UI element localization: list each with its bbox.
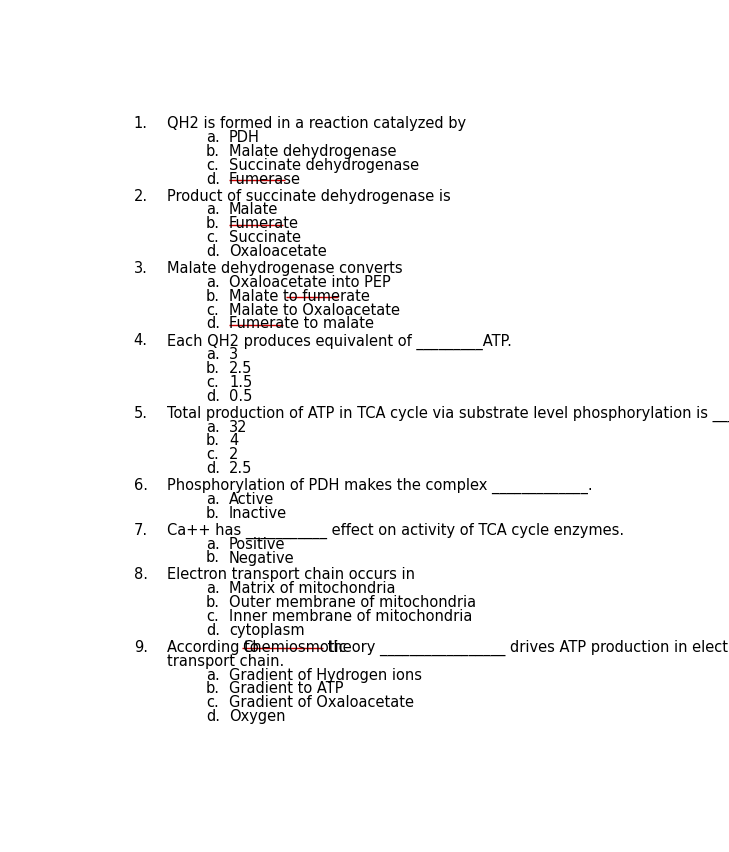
Text: transport chain.: transport chain. xyxy=(167,653,284,668)
Text: Fumerate: Fumerate xyxy=(229,216,299,231)
Text: Succinate dehydrogenase: Succinate dehydrogenase xyxy=(229,158,419,173)
Text: b.: b. xyxy=(206,288,220,303)
Text: Gradient to ATP: Gradient to ATP xyxy=(229,681,343,695)
Text: 2.: 2. xyxy=(133,188,148,204)
Text: Malate dehydrogenase: Malate dehydrogenase xyxy=(229,144,397,158)
Text: Malate: Malate xyxy=(229,202,278,217)
Text: d.: d. xyxy=(206,708,220,723)
Text: 3: 3 xyxy=(229,347,238,362)
Text: 6.: 6. xyxy=(133,478,148,492)
Text: Product of succinate dehydrogenase is: Product of succinate dehydrogenase is xyxy=(167,188,451,204)
Text: Fumerase: Fumerase xyxy=(229,171,301,187)
Text: a.: a. xyxy=(206,347,219,362)
Text: b.: b. xyxy=(206,433,220,448)
Text: d.: d. xyxy=(206,622,220,637)
Text: 9.: 9. xyxy=(133,639,148,654)
Text: Negative: Negative xyxy=(229,550,295,565)
Text: c.: c. xyxy=(206,694,219,710)
Text: a.: a. xyxy=(206,667,219,682)
Text: c.: c. xyxy=(206,230,219,245)
Text: 0.5: 0.5 xyxy=(229,389,252,403)
Text: c.: c. xyxy=(206,608,219,624)
Text: PDH: PDH xyxy=(229,130,260,145)
Text: 4.: 4. xyxy=(133,333,148,348)
Text: Malate dehydrogenase converts: Malate dehydrogenase converts xyxy=(167,261,402,276)
Text: Gradient of Oxaloacetate: Gradient of Oxaloacetate xyxy=(229,694,414,710)
Text: a.: a. xyxy=(206,580,219,596)
Text: Matrix of mitochondria: Matrix of mitochondria xyxy=(229,580,396,596)
Text: Positive: Positive xyxy=(229,536,286,551)
Text: Active: Active xyxy=(229,492,274,506)
Text: b.: b. xyxy=(206,360,220,376)
Text: Chemiosmotic: Chemiosmotic xyxy=(242,639,346,654)
Text: Malate to fumerate: Malate to fumerate xyxy=(229,288,370,303)
Text: Electron transport chain occurs in: Electron transport chain occurs in xyxy=(167,567,415,582)
Text: 8.: 8. xyxy=(133,567,148,582)
Text: Oxaloacetate into PEP: Oxaloacetate into PEP xyxy=(229,274,391,290)
Text: 7.: 7. xyxy=(133,522,148,537)
Text: c.: c. xyxy=(206,158,219,173)
Text: d.: d. xyxy=(206,171,220,187)
Text: a.: a. xyxy=(206,130,219,145)
Text: Oxaloacetate: Oxaloacetate xyxy=(229,244,327,259)
Text: Fumerate to malate: Fumerate to malate xyxy=(229,316,374,331)
Text: d.: d. xyxy=(206,461,220,475)
Text: 3.: 3. xyxy=(133,261,148,276)
Text: d.: d. xyxy=(206,244,220,259)
Text: 1.5: 1.5 xyxy=(229,375,252,389)
Text: a.: a. xyxy=(206,202,219,217)
Text: a.: a. xyxy=(206,419,219,434)
Text: 4: 4 xyxy=(229,433,238,448)
Text: c.: c. xyxy=(206,375,219,389)
Text: Succinate: Succinate xyxy=(229,230,301,245)
Text: b.: b. xyxy=(206,681,220,695)
Text: 5.: 5. xyxy=(133,406,148,420)
Text: d.: d. xyxy=(206,389,220,403)
Text: Total production of ATP in TCA cycle via substrate level phosphorylation is ____: Total production of ATP in TCA cycle via… xyxy=(167,406,729,422)
Text: b.: b. xyxy=(206,595,220,609)
Text: d.: d. xyxy=(206,316,220,331)
Text: 2: 2 xyxy=(229,446,238,462)
Text: a.: a. xyxy=(206,492,219,506)
Text: 2.5: 2.5 xyxy=(229,360,252,376)
Text: Malate to Oxaloacetate: Malate to Oxaloacetate xyxy=(229,302,400,317)
Text: theory _________________ drives ATP production in electron: theory _________________ drives ATP prod… xyxy=(323,639,729,655)
Text: b.: b. xyxy=(206,144,220,158)
Text: Each QH2 produces equivalent of _________ATP.: Each QH2 produces equivalent of ________… xyxy=(167,333,512,349)
Text: a.: a. xyxy=(206,274,219,290)
Text: Gradient of Hydrogen ions: Gradient of Hydrogen ions xyxy=(229,667,422,682)
Text: Inner membrane of mitochondria: Inner membrane of mitochondria xyxy=(229,608,472,624)
Text: According to: According to xyxy=(167,639,263,654)
Text: b.: b. xyxy=(206,505,220,521)
Text: Oxygen: Oxygen xyxy=(229,708,286,723)
Text: Phosphorylation of PDH makes the complex _____________.: Phosphorylation of PDH makes the complex… xyxy=(167,478,593,494)
Text: 1.: 1. xyxy=(133,116,148,131)
Text: a.: a. xyxy=(206,536,219,551)
Text: b.: b. xyxy=(206,216,220,231)
Text: c.: c. xyxy=(206,302,219,317)
Text: QH2 is formed in a reaction catalyzed by: QH2 is formed in a reaction catalyzed by xyxy=(167,116,467,131)
Text: Ca++ has ___________ effect on activity of TCA cycle enzymes.: Ca++ has ___________ effect on activity … xyxy=(167,522,624,538)
Text: 32: 32 xyxy=(229,419,248,434)
Text: cytoplasm: cytoplasm xyxy=(229,622,305,637)
Text: c.: c. xyxy=(206,446,219,462)
Text: Outer membrane of mitochondria: Outer membrane of mitochondria xyxy=(229,595,476,609)
Text: Inactive: Inactive xyxy=(229,505,287,521)
Text: 2.5: 2.5 xyxy=(229,461,252,475)
Text: b.: b. xyxy=(206,550,220,565)
